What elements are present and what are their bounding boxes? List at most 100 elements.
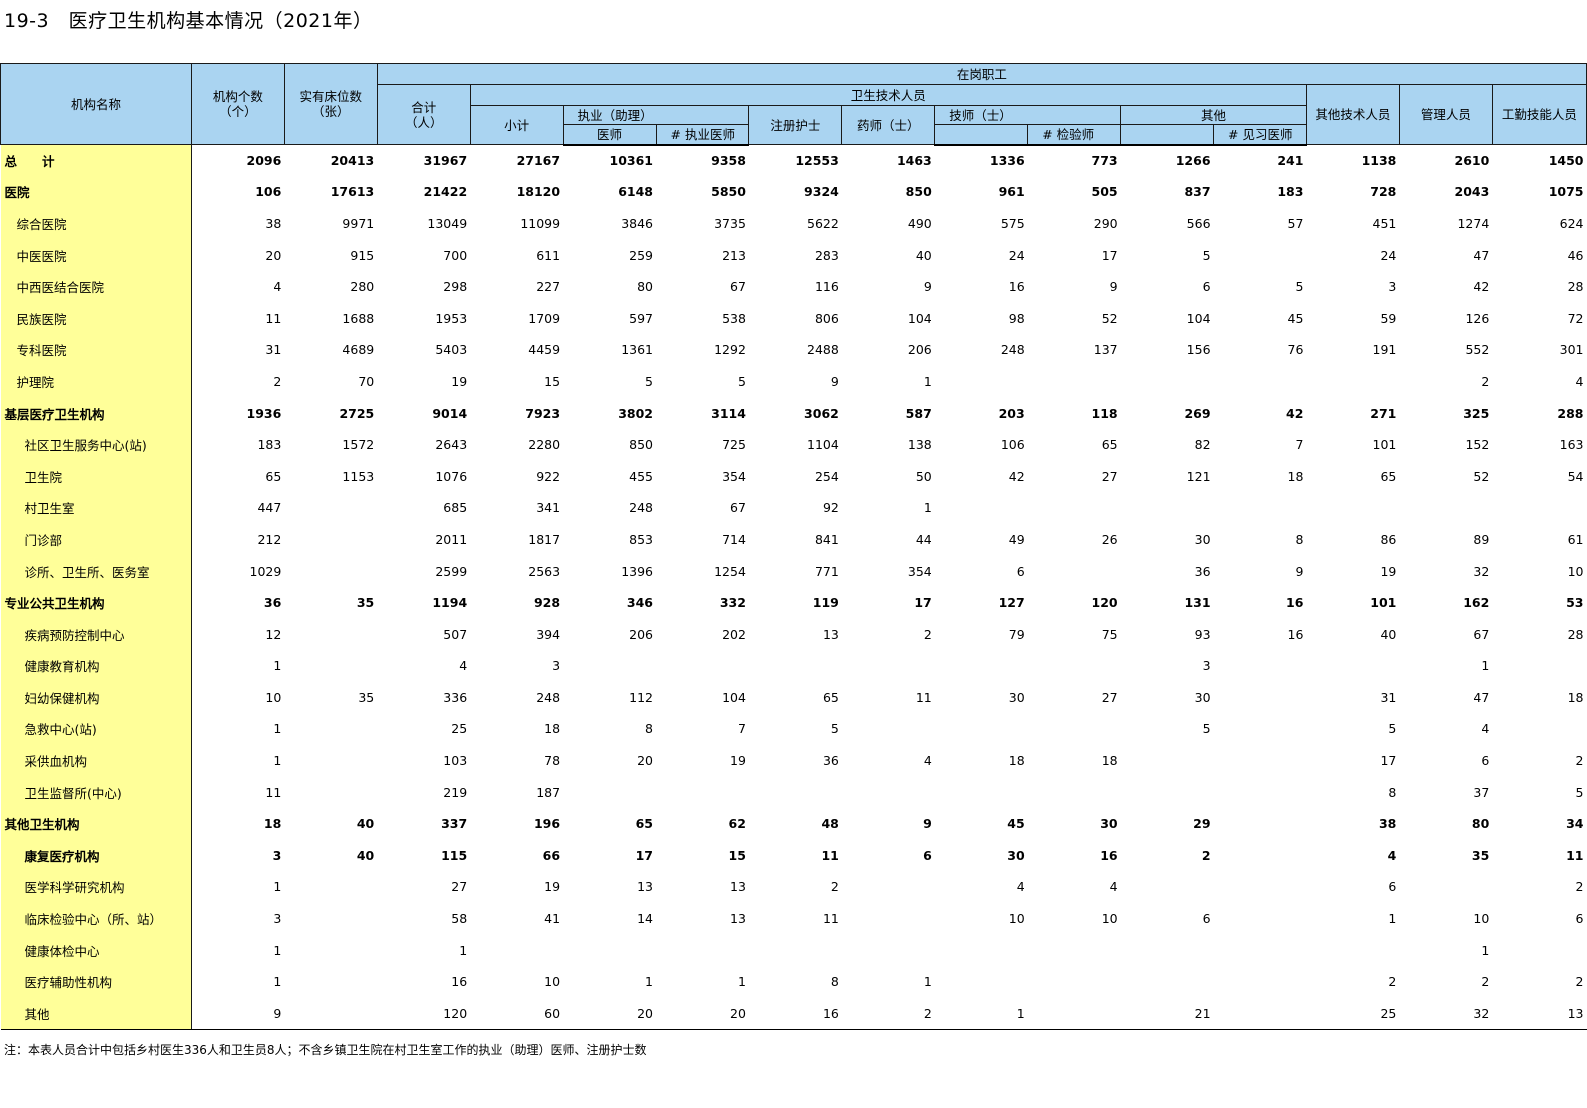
- header-other: 其他: [1120, 105, 1307, 125]
- row-value: 850: [905, 184, 932, 200]
- row-value: 19: [730, 753, 746, 769]
- row-value: 9358: [711, 153, 746, 169]
- row-value: [935, 713, 1028, 745]
- row-value: 191: [1372, 342, 1397, 358]
- row-name: 中医医院: [0, 239, 192, 271]
- row-value: 28: [1567, 279, 1584, 295]
- row-name: 护理院: [0, 365, 192, 398]
- row-value: 67: [730, 279, 746, 295]
- row-value: 45: [1007, 816, 1025, 832]
- row-value: [470, 934, 563, 966]
- row-value: [1492, 713, 1586, 745]
- row-value: 3114: [711, 405, 746, 421]
- header-licensed-physician: 执业（助理）: [562, 105, 750, 125]
- row-value: 93: [1194, 626, 1211, 642]
- row-value: 728: [1370, 184, 1397, 200]
- row-name: 疾病预防控制中心: [0, 618, 192, 650]
- row-value: 354: [907, 563, 932, 579]
- row-value: [284, 903, 377, 935]
- row-value: [1399, 492, 1492, 524]
- row-value: 552: [1465, 342, 1490, 358]
- row-value: 27: [1101, 468, 1118, 484]
- row-name: 专业公共卫生机构: [0, 586, 192, 619]
- row-value: [1306, 366, 1399, 398]
- row-value: 44: [915, 531, 932, 547]
- table-row: 医学科学研究机构 1 27 19 13 13 2 4 4 6 2: [0, 871, 1587, 903]
- row-value: [284, 966, 377, 998]
- row-value: 6: [923, 847, 932, 863]
- row-value: [1028, 966, 1121, 998]
- table-row: 基层医疗卫生机构 1936 2725 9014 7923 3802 3114 3062 587 2…: [0, 397, 1587, 429]
- row-value: 566: [1186, 215, 1211, 231]
- row-value: 52: [1101, 310, 1118, 326]
- row-value: 196: [533, 816, 561, 832]
- row-value: 65: [635, 816, 653, 832]
- row-value: 11: [821, 847, 839, 863]
- row-value: 2043: [1454, 184, 1490, 200]
- table-row: 民族医院 11 1688 1953 1709 597 538 806 104 98 52 104 45 5…: [0, 302, 1587, 335]
- row-value: 203: [998, 405, 1025, 421]
- row-value: 36: [1194, 563, 1211, 579]
- row-value: 26: [1101, 531, 1118, 547]
- row-value: 837: [1184, 184, 1211, 200]
- header-staff-group: 在岗职工: [376, 63, 1587, 85]
- table-row: 妇幼保健机构 10 35 336 248 112 104 65 11 30 27 30 31 47 18: [0, 681, 1587, 714]
- row-value: 1076: [435, 468, 468, 484]
- row-name: 综合医院: [0, 207, 192, 240]
- row-name: 健康教育机构: [0, 650, 192, 682]
- row-value: [1121, 745, 1214, 777]
- row-value: 16: [1286, 595, 1304, 611]
- row-value: 20: [637, 753, 653, 769]
- row-value: 771: [814, 563, 839, 579]
- header-other-blank: [1120, 124, 1215, 146]
- row-value: 5: [645, 373, 653, 389]
- row-value: 50: [915, 468, 932, 484]
- row-value: 1: [459, 942, 468, 958]
- row-value: 1688: [342, 310, 375, 326]
- row-value: [563, 650, 656, 682]
- header-management: 管理人员: [1398, 84, 1493, 145]
- row-value: 354: [722, 468, 746, 484]
- row-value: 40: [356, 816, 375, 832]
- row-value: [284, 776, 377, 808]
- row-value: 18: [1567, 689, 1584, 705]
- row-value: 66: [542, 847, 561, 863]
- row-value: 35: [358, 689, 375, 705]
- header-technician-blank: [934, 124, 1029, 146]
- table-row: 其他 9 120 60 20 20 16 2 1 21 25 32 13: [0, 997, 1587, 1030]
- row-value: 40: [915, 247, 932, 263]
- row-value: 611: [536, 247, 561, 263]
- row-value: 11: [822, 911, 839, 927]
- table-row: 门诊部 212 2011 1817 853 714 841 44 49 26 30 8 86 89 61: [0, 523, 1587, 556]
- row-value: [935, 776, 1028, 808]
- row-name: 其他卫生机构: [0, 807, 192, 840]
- row-name: 总 计: [0, 144, 192, 177]
- row-value: 18: [263, 816, 282, 832]
- row-value: 325: [1463, 405, 1490, 421]
- row-value: 7: [1295, 437, 1304, 453]
- row-value: [1121, 966, 1214, 998]
- row-value: 65: [1101, 437, 1118, 453]
- row-value: 46: [1567, 247, 1584, 263]
- row-value: 3: [1388, 279, 1397, 295]
- row-value: 5: [1202, 721, 1211, 737]
- row-value: 1153: [342, 468, 375, 484]
- row-value: 248: [536, 689, 561, 705]
- row-value: [1028, 713, 1121, 745]
- row-value: 1: [645, 974, 653, 990]
- row-value: [749, 934, 842, 966]
- row-value: 115: [441, 847, 468, 863]
- row-value: 17: [1380, 753, 1397, 769]
- row-value: 4: [923, 753, 932, 769]
- row-value: 10: [265, 689, 282, 705]
- row-value: 16: [451, 974, 468, 990]
- row-value: 1: [934, 997, 1028, 1030]
- row-value: 28: [1567, 626, 1584, 642]
- row-value: 248: [629, 500, 653, 516]
- row-value: [1214, 745, 1307, 777]
- row-value: 31967: [423, 153, 468, 169]
- row-value: 36: [822, 753, 839, 769]
- row-value: 42: [1286, 405, 1304, 421]
- table-row: 专业公共卫生机构 36 35 1194 928 346 332 119 17 127 120 131 1…: [0, 586, 1587, 619]
- row-value: 700: [443, 247, 468, 263]
